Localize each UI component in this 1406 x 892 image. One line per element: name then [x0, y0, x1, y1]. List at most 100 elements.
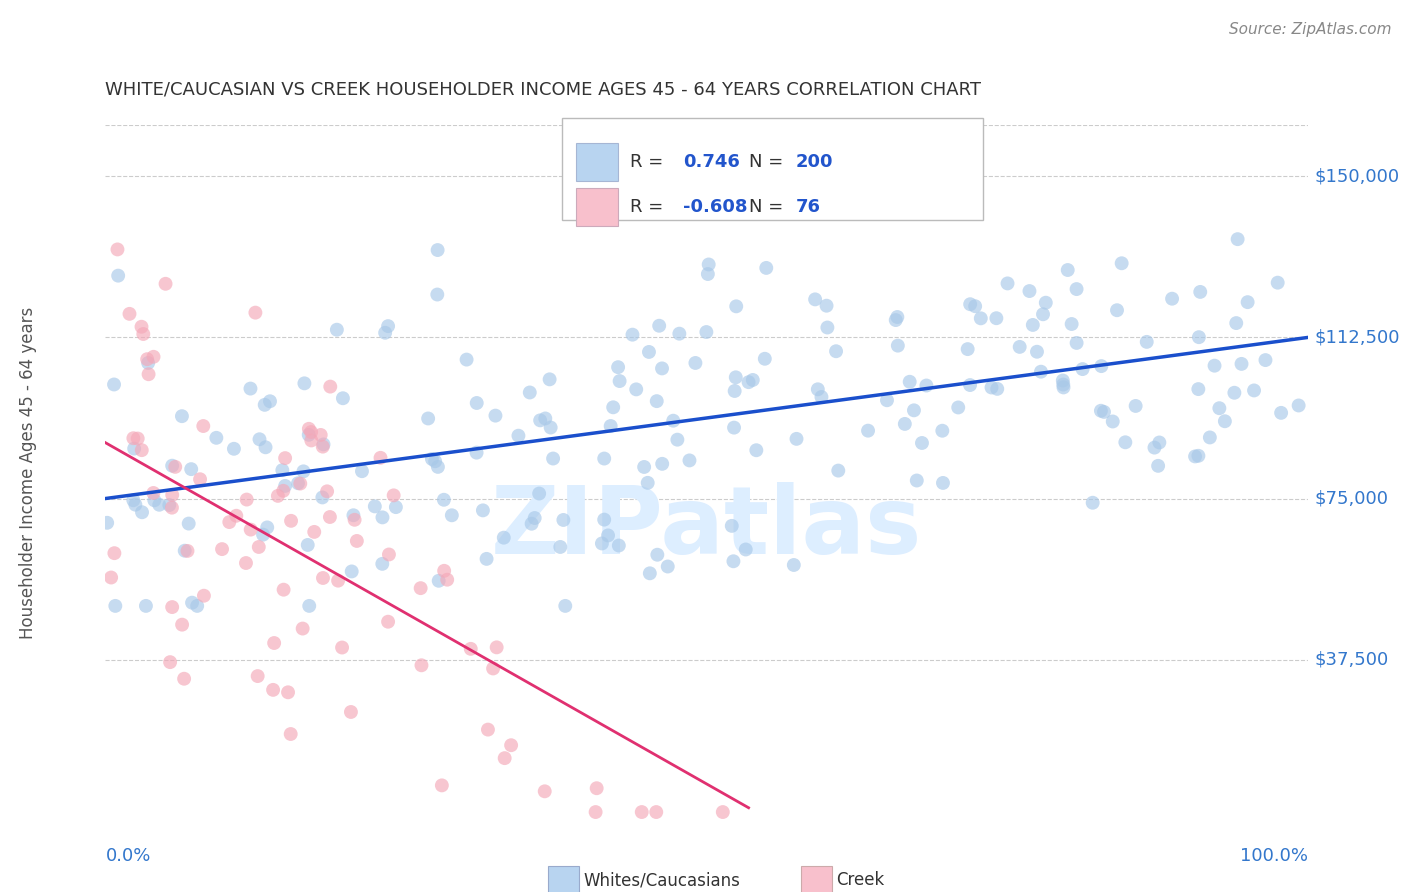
Point	[645, 394, 668, 409]
Point	[249, 432, 271, 446]
Point	[298, 422, 321, 436]
Point	[986, 382, 1008, 396]
Point	[118, 307, 141, 321]
Point	[340, 565, 363, 579]
Point	[263, 636, 285, 650]
Point	[609, 374, 631, 388]
Point	[948, 401, 970, 415]
Point	[997, 277, 1019, 291]
Point	[523, 511, 546, 525]
Point	[374, 326, 396, 340]
Point	[309, 428, 332, 442]
Point	[426, 243, 449, 257]
Point	[342, 508, 364, 523]
Point	[311, 491, 333, 505]
Text: Whites/Caucasians: Whites/Caucasians	[583, 871, 741, 889]
Point	[170, 409, 193, 424]
Point	[254, 440, 277, 454]
Point	[280, 514, 302, 528]
Point	[501, 738, 523, 752]
Point	[239, 523, 262, 537]
Point	[553, 513, 575, 527]
Point	[131, 319, 153, 334]
Text: Source: ZipAtlas.com: Source: ZipAtlas.com	[1229, 22, 1392, 37]
Point	[637, 475, 659, 490]
Point	[529, 413, 551, 427]
Point	[330, 640, 353, 655]
Point	[423, 454, 446, 468]
Point	[290, 476, 312, 491]
Text: $75,000: $75,000	[1315, 490, 1389, 508]
Text: $37,500: $37,500	[1315, 650, 1389, 669]
Text: 0.0%: 0.0%	[105, 847, 150, 865]
Point	[297, 538, 319, 552]
Text: N =: N =	[749, 198, 789, 216]
Point	[267, 489, 290, 503]
Point	[1187, 382, 1209, 396]
Point	[807, 382, 830, 396]
Point	[1101, 415, 1123, 429]
Text: WHITE/CAUCASIAN VS CREEK HOUSEHOLDER INCOME AGES 45 - 64 YEARS CORRELATION CHART: WHITE/CAUCASIAN VS CREEK HOUSEHOLDER INC…	[105, 80, 981, 98]
Point	[1111, 256, 1133, 270]
Point	[262, 682, 284, 697]
Point	[905, 474, 928, 488]
Point	[1032, 307, 1054, 321]
Point	[246, 669, 269, 683]
Point	[1230, 357, 1253, 371]
Point	[1090, 359, 1112, 373]
Point	[1213, 414, 1236, 428]
Point	[596, 528, 619, 542]
Point	[754, 351, 776, 366]
Point	[1236, 295, 1258, 310]
Point	[815, 299, 838, 313]
Point	[630, 805, 652, 819]
Point	[370, 450, 392, 465]
Point	[299, 434, 322, 448]
Point	[256, 520, 278, 534]
Point	[898, 375, 921, 389]
Point	[593, 451, 616, 466]
Point	[986, 311, 1008, 326]
Point	[172, 617, 194, 632]
Point	[312, 437, 335, 451]
Point	[662, 414, 685, 428]
Point	[143, 493, 166, 508]
Point	[319, 510, 342, 524]
Point	[142, 350, 165, 364]
Text: N =: N =	[749, 153, 789, 171]
Point	[100, 570, 122, 584]
Point	[252, 527, 274, 541]
Point	[371, 510, 394, 524]
Point	[720, 519, 742, 533]
Point	[554, 599, 576, 613]
Text: -0.608: -0.608	[683, 198, 748, 216]
Text: R =: R =	[630, 198, 669, 216]
Point	[533, 784, 555, 798]
Point	[364, 500, 387, 514]
Point	[1060, 317, 1083, 331]
Point	[340, 705, 363, 719]
Point	[645, 805, 668, 819]
Point	[697, 257, 720, 271]
Point	[157, 498, 180, 512]
Point	[1026, 344, 1049, 359]
Point	[299, 425, 322, 439]
Point	[1092, 405, 1115, 419]
Point	[911, 436, 934, 450]
Point	[593, 513, 616, 527]
Point	[181, 596, 204, 610]
Point	[599, 419, 621, 434]
Point	[540, 420, 562, 434]
Point	[810, 390, 832, 404]
Point	[132, 326, 155, 341]
Point	[786, 432, 808, 446]
Point	[1081, 496, 1104, 510]
Text: Creek: Creek	[837, 871, 884, 889]
Point	[1147, 458, 1170, 473]
Text: ZIPatlas: ZIPatlas	[491, 483, 922, 574]
Point	[745, 443, 768, 458]
Point	[887, 338, 910, 352]
Point	[1052, 380, 1074, 394]
Point	[127, 432, 149, 446]
Point	[856, 424, 879, 438]
